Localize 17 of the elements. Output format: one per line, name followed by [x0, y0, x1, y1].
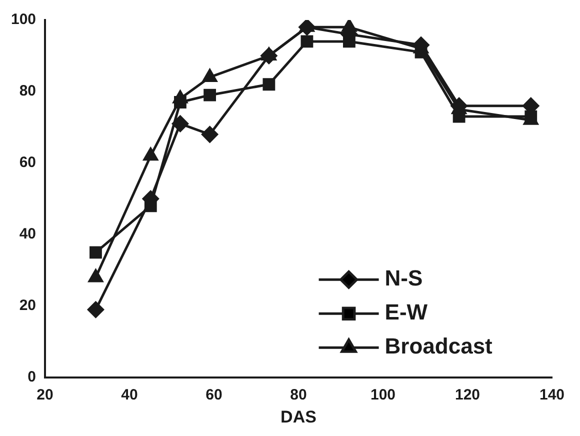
x-tick-label: 140 [539, 386, 565, 404]
x-tick-label: 20 [36, 386, 54, 404]
x-axis-title: DAS [280, 407, 316, 426]
y-tick-label: 80 [19, 82, 36, 100]
y-tick-label: 100 [10, 11, 36, 28]
x-tick-label: 100 [370, 386, 396, 404]
legend-label: Broadcast [384, 334, 494, 359]
y-tick-label: 60 [19, 154, 36, 172]
y-tick-label: 40 [19, 226, 36, 243]
y-tick-label: 0 [28, 368, 36, 386]
x-tick-label: 120 [454, 386, 480, 404]
legend-label: N-S [384, 266, 423, 291]
x-tick-label: 80 [290, 386, 307, 404]
y-tick-label: 20 [19, 297, 36, 314]
x-tick-label: 40 [121, 386, 138, 404]
x-tick-label: 60 [206, 386, 222, 404]
legend-label: E-W [384, 300, 428, 325]
